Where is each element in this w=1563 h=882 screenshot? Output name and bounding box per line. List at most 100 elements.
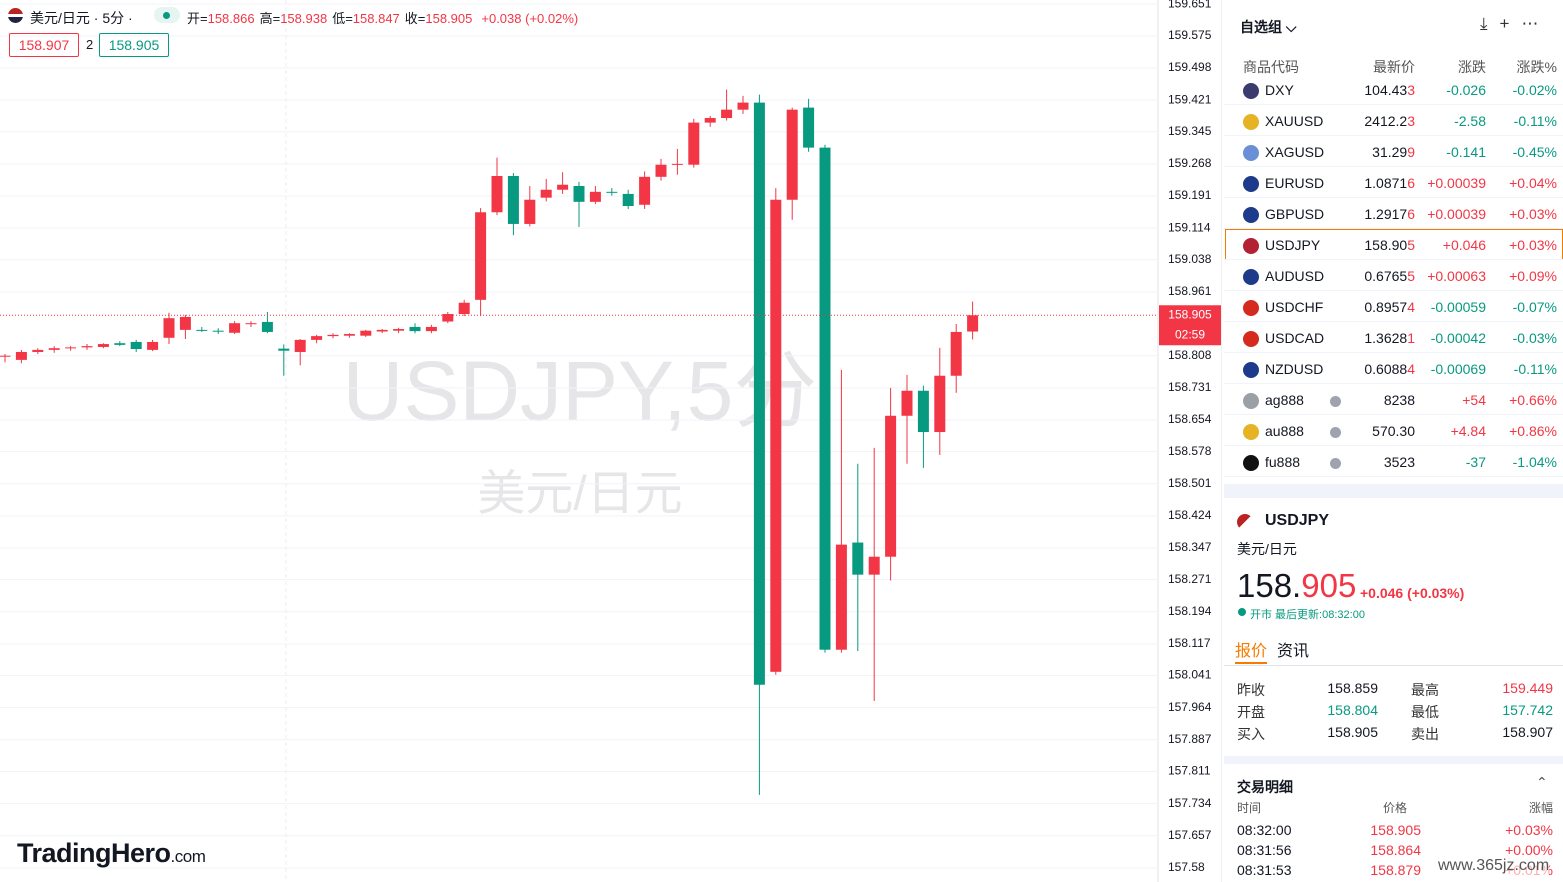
- ohlc-label: 开=: [187, 11, 208, 26]
- candle-body: [704, 118, 716, 123]
- status-toggle[interactable]: [154, 7, 180, 23]
- ohlc-value: 158.847: [352, 11, 400, 26]
- trade-time: 08:32:00: [1237, 822, 1292, 838]
- symbol[interactable]: XAUUSD: [1265, 113, 1324, 129]
- price: 570.30: [1372, 423, 1415, 439]
- candle-body: [868, 556, 880, 575]
- column-header: 涨跌: [1458, 59, 1486, 75]
- trade-pct: +0.03%: [1505, 822, 1553, 838]
- change-pct: -0.03%: [1512, 330, 1557, 346]
- candle-body: [819, 147, 831, 650]
- symbol[interactable]: NZDUSD: [1265, 361, 1324, 377]
- y-tick-label: 158.731: [1168, 380, 1212, 394]
- detail-status: 开市 最后更新:08:32:00: [1250, 609, 1365, 621]
- collapse[interactable]: ⌃: [1536, 774, 1548, 790]
- ohlc-value: 158.905: [425, 11, 473, 26]
- symbol[interactable]: au888: [1265, 423, 1304, 439]
- candle-body: [540, 189, 552, 198]
- price: 31.299: [1372, 144, 1415, 160]
- stat-value: 158.907: [1502, 724, 1553, 740]
- symbol[interactable]: ag888: [1265, 392, 1304, 408]
- tab-line: [1224, 665, 1563, 666]
- y-tick-label: 157.58: [1168, 860, 1205, 874]
- detail-symbol: USDJPY: [1265, 512, 1330, 529]
- candle-body: [917, 390, 929, 433]
- symbol[interactable]: EURUSD: [1265, 175, 1325, 191]
- candle-body: [48, 348, 60, 350]
- y-tick-label: 158.347: [1168, 540, 1212, 554]
- status-dot: [1238, 608, 1246, 616]
- symbol[interactable]: fu888: [1265, 454, 1301, 470]
- y-tick-label: 159.651: [1168, 0, 1212, 10]
- candle-body: [688, 122, 700, 165]
- change-pct: -0.11%: [1513, 113, 1557, 129]
- y-tick-label: 157.657: [1168, 828, 1212, 842]
- candle-body: [786, 109, 798, 200]
- price-box: [1159, 305, 1221, 346]
- symbol[interactable]: DXY: [1265, 82, 1294, 98]
- header-symbol: 美元/日元 · 5分 ·: [30, 10, 133, 26]
- candle-body: [901, 390, 913, 416]
- change-pct: +0.66%: [1509, 392, 1557, 408]
- candle-body: [311, 336, 323, 340]
- y-tick-label: 158.961: [1168, 284, 1212, 298]
- symbol[interactable]: USDCHF: [1265, 299, 1324, 315]
- y-tick-label: 158.117: [1168, 636, 1211, 650]
- change: +0.00039: [1427, 206, 1486, 222]
- change-pct: -1.04%: [1512, 454, 1557, 470]
- price: 3523: [1383, 454, 1415, 470]
- change-pct: -0.02%: [1512, 82, 1557, 98]
- trade-price: 158.864: [1370, 842, 1421, 858]
- row-divider: [1224, 104, 1563, 105]
- watchlist-title[interactable]: 自选组 ⌵: [1240, 19, 1297, 35]
- y-tick-label: 159.114: [1168, 220, 1211, 234]
- candle-body: [393, 329, 405, 331]
- symbol[interactable]: XAGUSD: [1265, 144, 1325, 160]
- candle-body: [245, 323, 257, 325]
- candle-body: [65, 347, 77, 349]
- ask-box[interactable]: 158.907: [9, 33, 79, 57]
- bid-box[interactable]: 158.905: [99, 33, 169, 57]
- watchlist-title-text: 自选组: [1240, 19, 1282, 35]
- price: 1.36281: [1364, 330, 1415, 346]
- detail-flag: [1237, 514, 1253, 530]
- ohlc-label: 收=: [404, 11, 426, 26]
- row-divider: [1224, 383, 1563, 384]
- watermark: USDJPY,5分: [343, 344, 818, 438]
- candle-body: [15, 351, 27, 360]
- y-tick-label: 158.808: [1168, 348, 1212, 362]
- tab[interactable]: 资讯: [1277, 643, 1310, 660]
- candle-body: [114, 343, 126, 345]
- y-tick-label: 158.424: [1168, 508, 1212, 522]
- change-pct: -0.45%: [1512, 144, 1557, 160]
- symbol-icon: [1243, 145, 1259, 161]
- candle-body: [622, 193, 634, 207]
- symbol[interactable]: USDCAD: [1265, 330, 1325, 346]
- watermark-sub: 美元/日元: [477, 468, 682, 521]
- change-pct: +0.04%: [1509, 175, 1557, 191]
- change-pct: -0.07%: [1512, 299, 1557, 315]
- row-divider: [1224, 259, 1563, 260]
- countdown: 02:59: [1175, 327, 1205, 341]
- stat-label: 昨收: [1237, 682, 1265, 698]
- candle-body: [671, 163, 683, 165]
- y-tick-label: 157.887: [1168, 732, 1212, 746]
- symbol[interactable]: GBPUSD: [1265, 206, 1325, 222]
- trades-title: 交易明细: [1237, 779, 1293, 795]
- y-tick-label: 159.498: [1168, 60, 1212, 74]
- candle-body: [442, 314, 454, 322]
- change: -0.026: [1446, 82, 1486, 98]
- candle-body: [261, 321, 273, 332]
- toolbar-icons[interactable]: ⤓+⋯: [1480, 14, 1551, 33]
- row-divider: [1224, 476, 1563, 477]
- y-tick-label: 158.501: [1168, 476, 1212, 490]
- ohlc-value: 158.938: [280, 11, 328, 26]
- change: -37: [1465, 454, 1486, 470]
- symbol[interactable]: USDJPY: [1265, 237, 1321, 253]
- symbol-icon: [1243, 393, 1259, 409]
- tab-active[interactable]: 报价: [1235, 643, 1268, 660]
- symbol[interactable]: AUDUSD: [1265, 268, 1325, 284]
- symbol-icon: [1243, 424, 1259, 440]
- symbol-icon: [1243, 176, 1259, 192]
